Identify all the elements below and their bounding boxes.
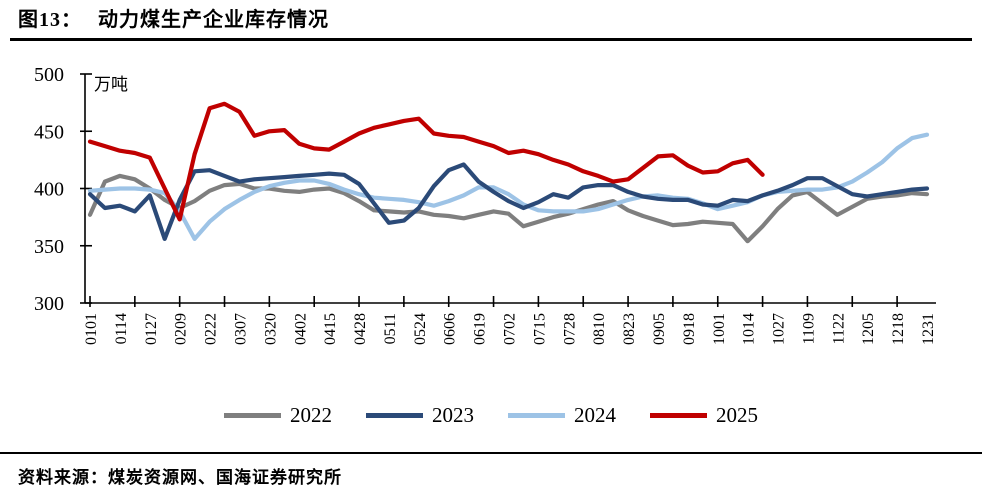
- x-tick-label: 0320: [262, 313, 279, 345]
- x-tick-label: 1205: [860, 313, 877, 345]
- y-tick-label: 300: [34, 293, 64, 315]
- x-tick-label: 1122: [830, 313, 847, 344]
- legend-item-2022: 2022: [224, 402, 332, 427]
- x-tick-label: 1027: [771, 313, 788, 345]
- legend-label-2025: 2025: [716, 402, 758, 427]
- y-tick-label: 500: [34, 64, 64, 86]
- y-axis-unit-label: 万吨: [94, 75, 128, 94]
- series-line-2024: [87, 132, 930, 241]
- source-text: 资料来源：煤炭资源网、国海证券研究所: [18, 468, 342, 487]
- x-tick-label: 1109: [800, 313, 817, 344]
- figure-title: 图13： 动力煤生产企业库存情况: [0, 0, 982, 33]
- x-tick-label: 0209: [173, 313, 190, 345]
- legend-label-2024: 2024: [574, 402, 616, 427]
- legend-swatch-2023: [366, 412, 423, 418]
- x-tick-label: 0307: [232, 313, 249, 345]
- chart-legend: 2022 2023 2024 2025: [0, 399, 982, 431]
- y-tick-label: 450: [34, 121, 64, 143]
- figure-title-text: 动力煤生产企业库存情况: [98, 9, 329, 31]
- legend-item-2024: 2024: [508, 402, 616, 427]
- x-tick-label: 0810: [591, 313, 608, 345]
- series-line-2022: [87, 173, 930, 244]
- source-line: 资料来源：煤炭资源网、国海证券研究所: [0, 454, 982, 488]
- x-tick-label: 0905: [651, 313, 668, 345]
- y-tick-label: 350: [34, 236, 64, 258]
- figure-number: 图13：: [18, 9, 82, 31]
- x-tick-label: 0619: [472, 313, 489, 345]
- x-tick-label: 0918: [681, 313, 698, 345]
- x-tick-label: 0511: [382, 313, 399, 344]
- legend-swatch-2024: [508, 412, 565, 418]
- x-tick-label: 0524: [412, 313, 429, 345]
- x-tick-label: 0402: [292, 313, 309, 345]
- legend-swatch-2022: [224, 412, 281, 418]
- x-tick-label: 0428: [352, 313, 369, 345]
- x-tick-label: 1218: [890, 313, 907, 345]
- x-tick-label: 0728: [561, 313, 578, 345]
- x-tick-label: 0127: [143, 313, 160, 345]
- title-divider: [10, 38, 972, 41]
- y-tick-label: 400: [34, 179, 64, 201]
- legend-item-2025: 2025: [650, 402, 758, 427]
- x-tick-label: 1231: [920, 313, 937, 345]
- line-chart: 300 350 400 450 500 万吨 0101 0114 0127 0209 0222 030…: [34, 64, 937, 345]
- legend-label-2022: 2022: [290, 402, 332, 427]
- footer-divider: [0, 452, 982, 454]
- x-tick-label: 0415: [322, 313, 339, 345]
- x-tick-label: 1001: [711, 313, 728, 345]
- x-tick-label: 0222: [203, 313, 220, 345]
- chart-area: 300 350 400 450 500 万吨 0101 0114 0127 0209 0222 030…: [0, 43, 982, 395]
- series-line-2025: [87, 101, 765, 222]
- legend-swatch-2025: [650, 412, 707, 418]
- legend-item-2023: 2023: [366, 402, 474, 427]
- x-tick-label: 0114: [113, 313, 130, 344]
- x-tick-label: 0101: [83, 313, 100, 345]
- x-tick-label: 0823: [621, 313, 638, 345]
- series-line-2023: [87, 162, 930, 241]
- x-tick-label: 0715: [531, 313, 548, 345]
- x-tick-label: 0702: [502, 313, 519, 345]
- legend-label-2023: 2023: [432, 402, 474, 427]
- x-tick-label: 0606: [442, 313, 459, 345]
- x-tick-label: 1014: [741, 313, 758, 345]
